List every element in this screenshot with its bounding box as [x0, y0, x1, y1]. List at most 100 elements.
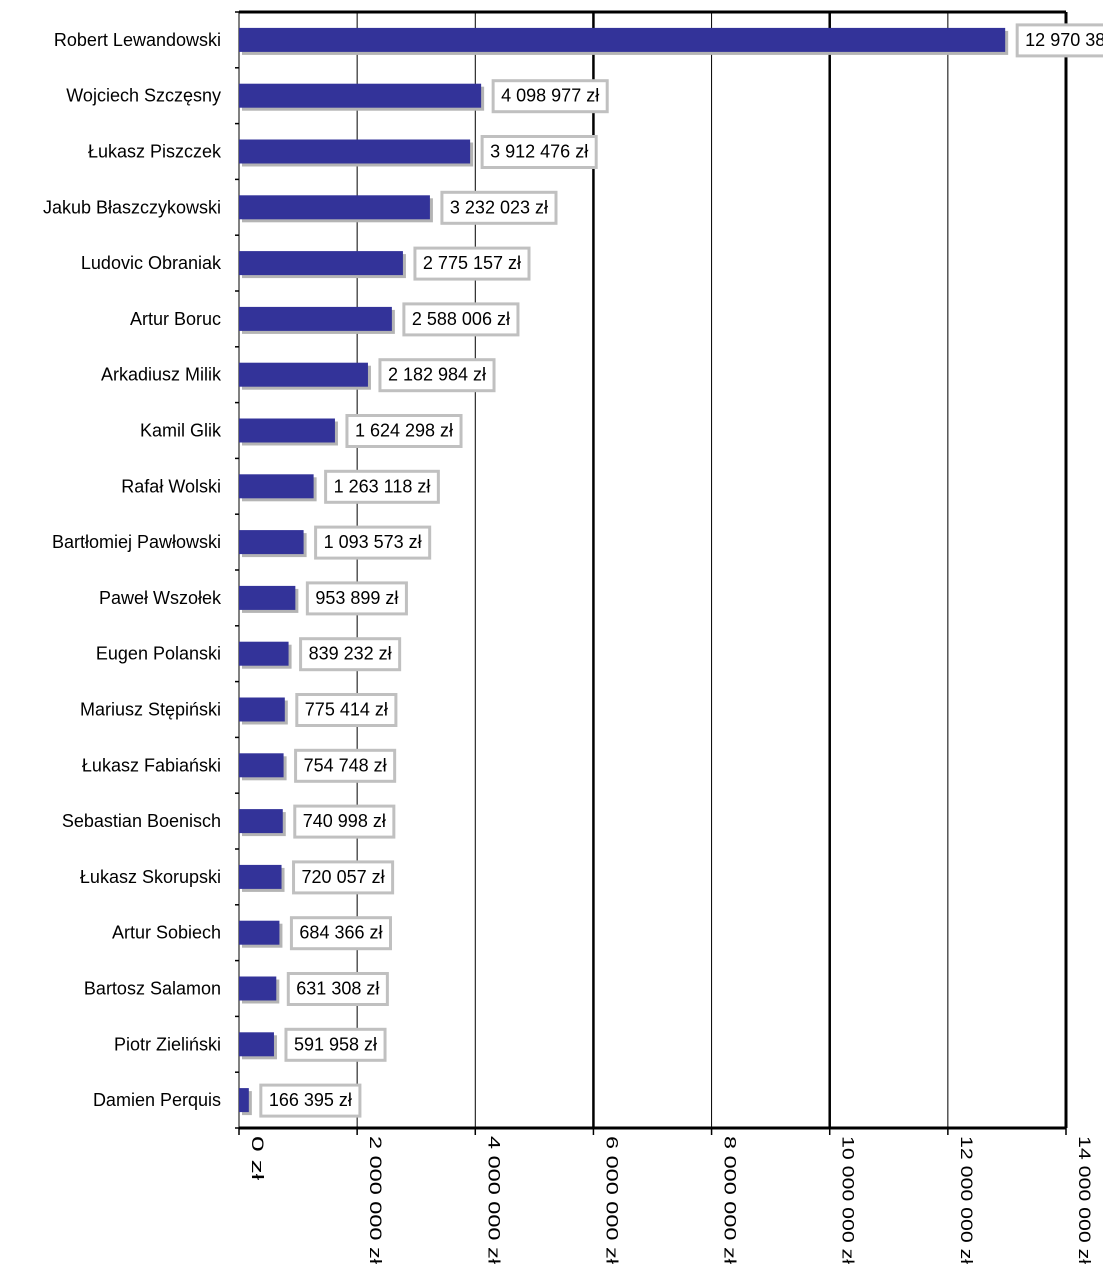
bar [239, 306, 392, 331]
value-label-box [345, 414, 463, 448]
x-tick-label: 14 000 000 zł [1075, 1136, 1094, 1264]
category-label: Robert Lewandowski [54, 30, 221, 50]
bar [239, 139, 471, 164]
value-label: 953 899 zł [315, 588, 398, 608]
grid-lines [356, 12, 949, 1128]
value-label-box [286, 972, 389, 1006]
x-tick-label-text: 0 zł [248, 1136, 267, 1180]
value-label: 3 912 476 zł [490, 142, 588, 162]
category-label: Łukasz Fabiański [82, 755, 221, 775]
value-label: 591 958 zł [294, 1034, 377, 1054]
bar [239, 976, 277, 1001]
axes [235, 10, 1068, 1135]
category-label: Paweł Wszołek [99, 588, 222, 608]
category-label: Ludovic Obraniak [81, 253, 222, 273]
bar [239, 753, 284, 778]
value-label-box [324, 469, 440, 504]
bar [239, 1032, 274, 1057]
bar [239, 362, 368, 387]
value-label: 1 093 573 zł [324, 532, 422, 552]
x-tick-label: 12 000 000 zł [957, 1136, 976, 1264]
value-label-box [293, 804, 396, 839]
value-label: 775 414 zł [305, 700, 388, 720]
bar [239, 1088, 249, 1113]
value-label-box [1015, 23, 1103, 58]
category-label: Łukasz Piszczek [88, 142, 222, 162]
x-tick-label-text: 6 000 000 zł [602, 1136, 621, 1264]
value-label-box [440, 190, 558, 225]
category-label: Sebastian Boenisch [62, 811, 221, 831]
value-label-box [289, 916, 393, 951]
bar [239, 585, 296, 610]
value-label-box [402, 302, 520, 337]
value-label-box [284, 1027, 387, 1062]
value-label-box [294, 748, 397, 783]
value-label-box [314, 525, 432, 560]
bar [239, 530, 304, 555]
category-label: Wojciech Szczęsny [66, 86, 221, 106]
category-label: Artur Sobiech [112, 923, 221, 943]
x-tick-label: 8 000 000 zł [721, 1136, 740, 1264]
x-tick-label: 4 000 000 zł [484, 1136, 503, 1264]
category-label: Mariusz Stępiński [80, 700, 221, 720]
value-label-box [292, 860, 395, 895]
category-label: Piotr Zieliński [114, 1034, 221, 1054]
x-tick-label-text: 10 000 000 zł [839, 1136, 858, 1264]
x-tick-label: 2 000 000 zł [366, 1136, 385, 1264]
category-label: Bartłomiej Pawłowski [52, 532, 221, 552]
bar [239, 195, 430, 220]
value-label: 740 998 zł [303, 811, 386, 831]
bar [239, 474, 314, 499]
bar [239, 809, 283, 834]
x-tick-label: 6 000 000 zł [602, 1136, 621, 1264]
x-tick-label-text: 4 000 000 zł [484, 1136, 503, 1264]
bar [239, 27, 1006, 52]
bar [239, 83, 482, 108]
bars [239, 27, 1009, 1116]
value-label: 2 588 006 zł [412, 309, 510, 329]
bar [239, 697, 285, 722]
x-tick-label-text: 2 000 000 zł [366, 1136, 385, 1264]
value-label-box [413, 246, 531, 281]
value-label: 631 308 zł [296, 979, 379, 999]
value-label: 1 624 298 zł [355, 421, 453, 441]
value-label: 754 748 zł [304, 755, 387, 775]
value-label-box [295, 693, 398, 727]
value-label-box [378, 358, 496, 393]
x-tick-labels: 0 zł 2 000 000 zł 4 000 000 zł 6 000 000 zł… [248, 1136, 1094, 1264]
value-label: 2 182 984 zł [388, 365, 486, 385]
bar [239, 418, 335, 443]
value-label: 2 775 157 zł [423, 253, 521, 273]
category-label: Damien Perquis [93, 1090, 221, 1110]
category-label: Arkadiusz Milik [101, 365, 222, 385]
bar [239, 251, 403, 276]
value-labels: 12 970 388 zł 4 098 977 zł 3 912 476 zł 3 2… [259, 23, 1103, 1118]
value-label-box [259, 1083, 362, 1118]
category-label: Eugen Polanski [96, 644, 221, 664]
x-tick-label: 10 000 000 zł [839, 1136, 858, 1264]
x-tick-label-text: 12 000 000 zł [957, 1136, 976, 1264]
value-label-box [305, 581, 408, 616]
value-label-box [491, 79, 609, 114]
value-label: 12 970 388 zł [1025, 30, 1103, 50]
category-label: Łukasz Skorupski [80, 867, 221, 887]
value-label: 4 098 977 zł [501, 86, 599, 106]
x-tick-label: 0 zł [248, 1136, 267, 1180]
x-tick-label-text: 8 000 000 zł [721, 1136, 740, 1264]
value-label: 720 057 zł [302, 867, 385, 887]
category-label: Artur Boruc [130, 309, 221, 329]
category-labels: Robert Lewandowski Wojciech Szczęsny Łukas… [43, 30, 222, 1110]
value-label: 839 232 zł [309, 644, 392, 664]
value-label-box [480, 135, 598, 169]
value-label: 684 366 zł [299, 923, 382, 943]
category-label: Jakub Błaszczykowski [43, 197, 221, 217]
value-label: 1 263 118 zł [334, 476, 431, 496]
bar [239, 641, 289, 666]
category-label: Bartosz Salamon [84, 979, 221, 999]
bar [239, 920, 280, 945]
bar [239, 864, 282, 889]
x-tick-label-text: 14 000 000 zł [1075, 1136, 1094, 1264]
category-label: Kamil Glik [140, 421, 222, 441]
value-label: 166 395 zł [269, 1090, 352, 1110]
